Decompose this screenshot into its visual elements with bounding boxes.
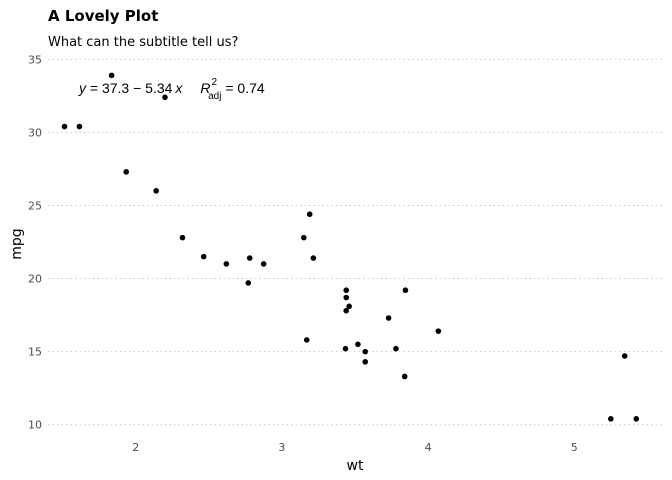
regression-annotation: y = 37.3 − 5.34 x R2 adj = 0.74: [78, 77, 265, 102]
chart-title: A Lovely Plot: [48, 7, 158, 25]
data-point: [403, 287, 409, 293]
data-points: [62, 73, 639, 422]
chart-subtitle: What can the subtitle tell us?: [48, 35, 238, 50]
y-axis-ticks: 10 15 20 25 30 35: [28, 53, 42, 431]
data-point: [62, 124, 68, 130]
data-point: [386, 315, 392, 321]
y-tick-label: 20: [28, 273, 42, 286]
x-tick-label: 2: [132, 441, 139, 454]
data-point: [355, 342, 361, 348]
data-point: [343, 295, 349, 301]
data-point: [343, 346, 349, 352]
x-tick-label: 3: [278, 441, 285, 454]
x-axis-ticks: 2 3 4 5: [132, 441, 578, 454]
data-point: [123, 169, 129, 175]
annotation-r-sup: 2: [212, 77, 218, 88]
data-point: [402, 374, 408, 380]
data-point: [245, 280, 251, 286]
data-point: [436, 328, 442, 334]
data-point: [304, 337, 310, 343]
y-tick-label: 10: [28, 419, 42, 432]
annotation-r-sub: adj: [208, 91, 221, 102]
data-point: [393, 346, 399, 352]
annotation-equation: = 37.3 − 5.34: [86, 80, 173, 96]
data-point: [77, 124, 83, 130]
y-tick-label: 30: [28, 126, 42, 139]
data-point: [608, 416, 614, 422]
x-tick-label: 4: [425, 441, 432, 454]
data-point: [307, 211, 313, 217]
y-tick-label: 25: [28, 199, 42, 212]
annotation-x-var: x: [174, 80, 183, 96]
data-point: [261, 261, 267, 267]
data-point: [311, 255, 317, 261]
data-point: [362, 349, 368, 355]
x-axis-title: wt: [347, 458, 364, 474]
data-point: [633, 416, 639, 422]
data-point: [346, 304, 352, 310]
data-point: [622, 353, 628, 359]
data-point: [180, 235, 186, 241]
annotation-r-value: = 0.74: [221, 80, 264, 96]
data-point: [247, 255, 253, 261]
data-point: [109, 73, 115, 79]
x-tick-label: 5: [571, 441, 578, 454]
data-point: [201, 254, 207, 260]
data-point: [224, 261, 230, 267]
gridlines: [48, 59, 662, 424]
y-tick-label: 35: [28, 53, 42, 66]
data-point: [362, 359, 368, 365]
data-point: [343, 287, 349, 293]
y-axis-title: mpg: [9, 228, 25, 259]
y-tick-label: 15: [28, 346, 42, 359]
data-point: [301, 235, 307, 241]
data-point: [153, 188, 159, 194]
